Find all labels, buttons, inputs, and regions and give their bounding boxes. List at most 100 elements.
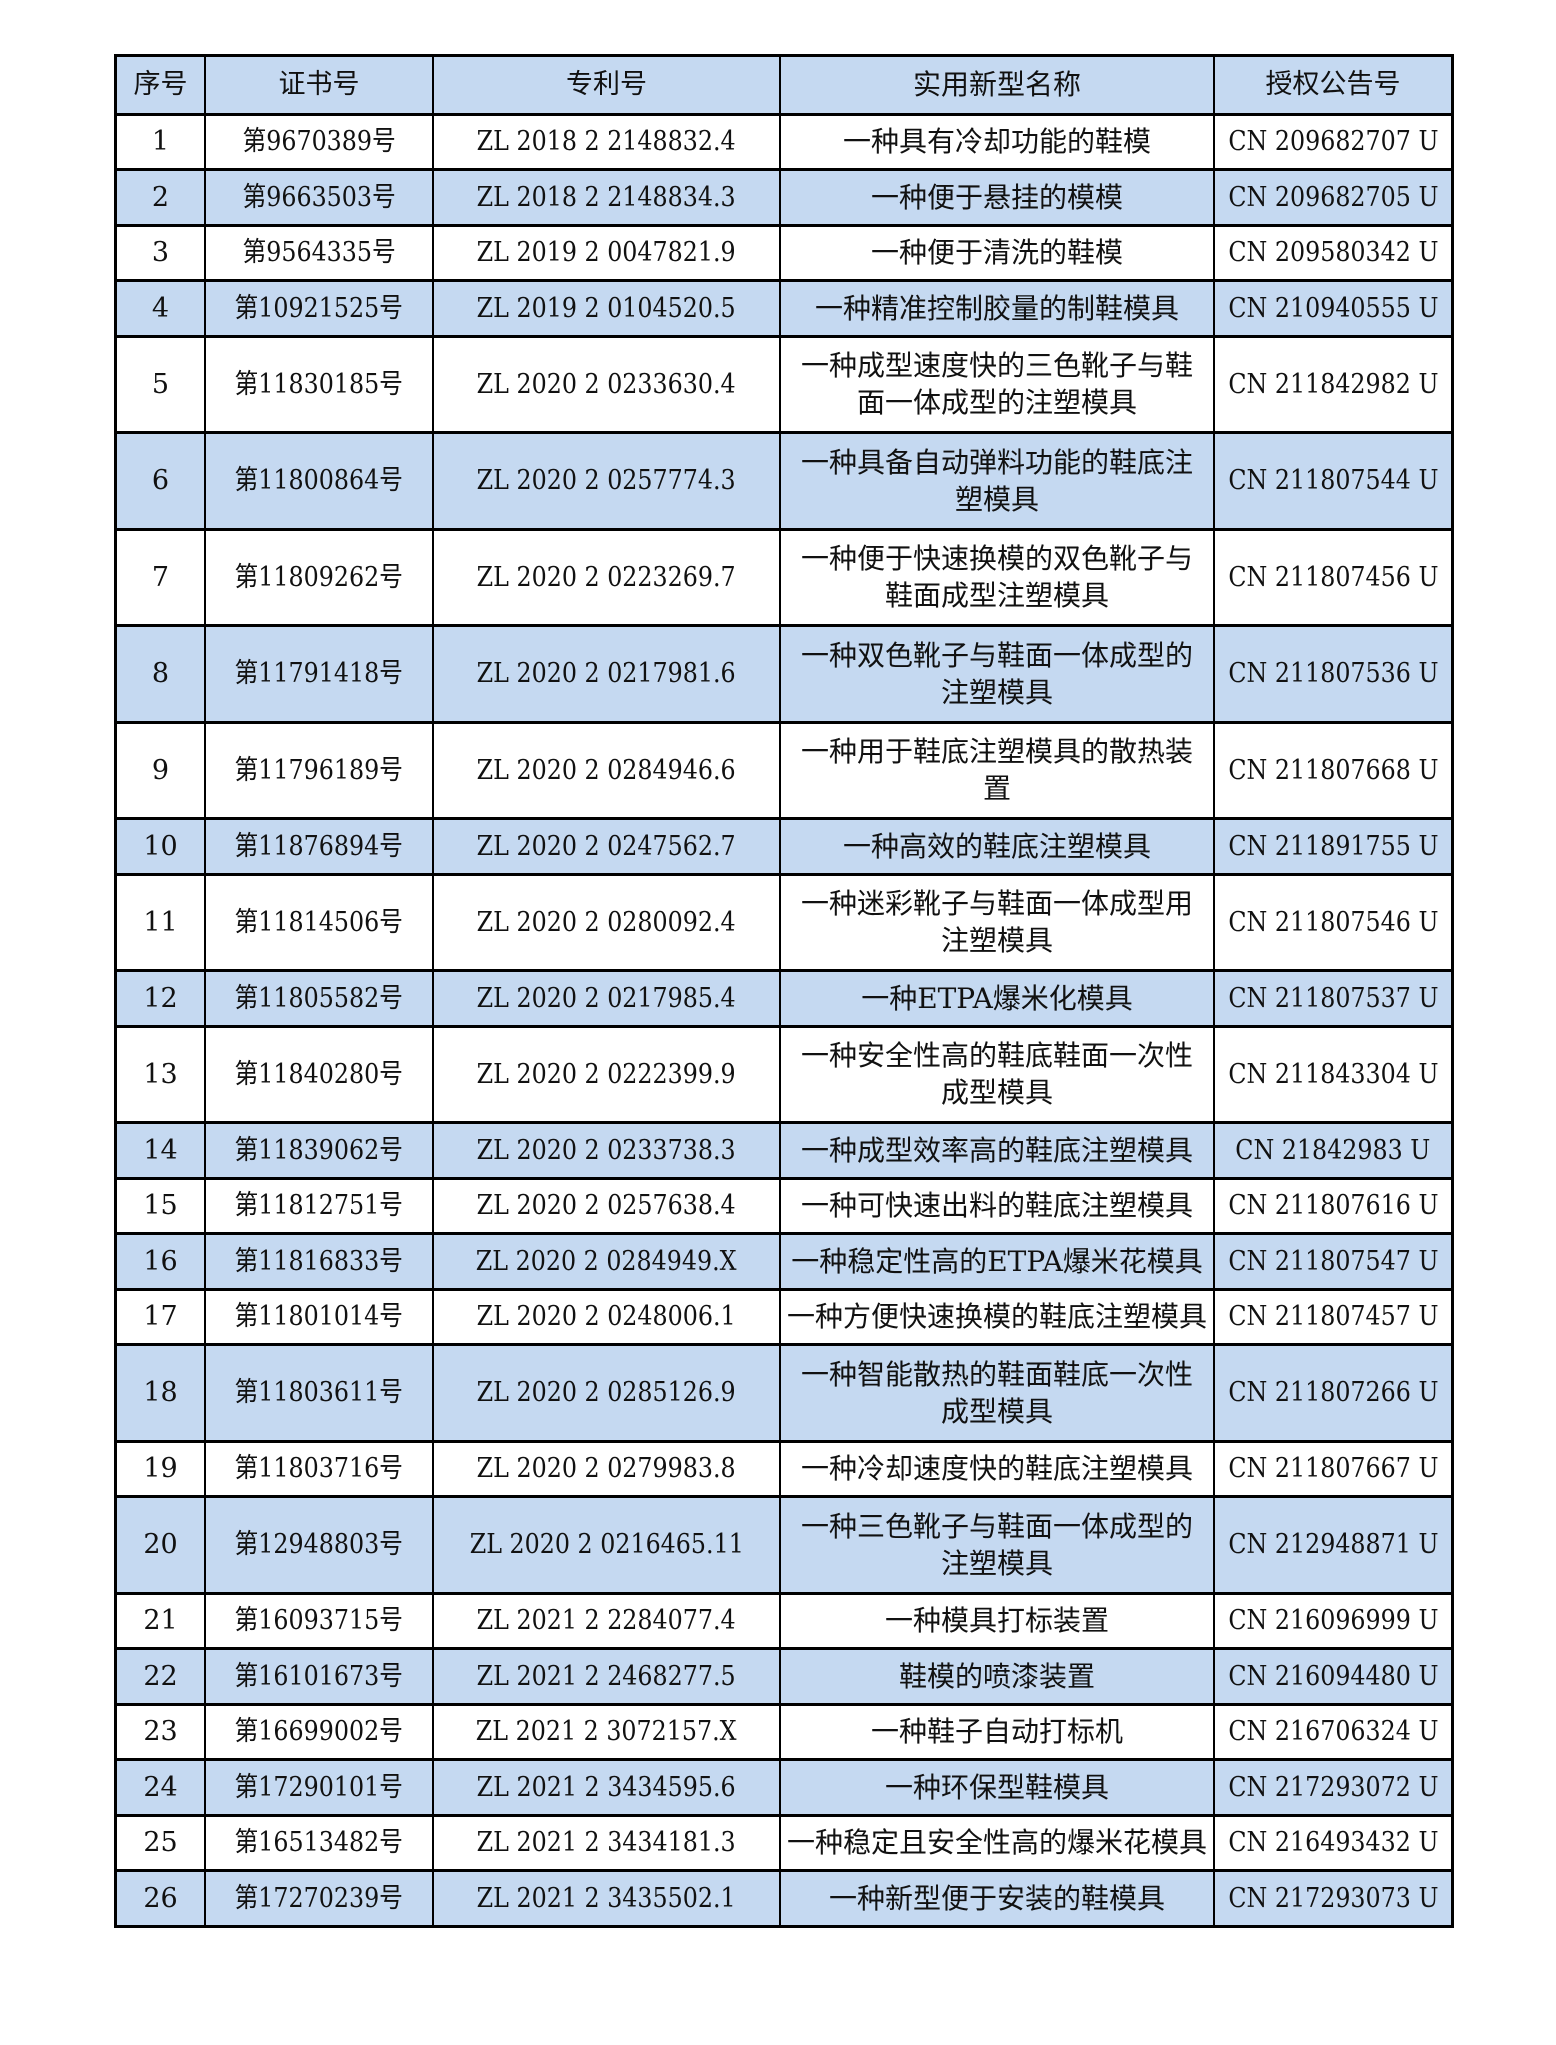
cell-text: CN 211843304 U [1227, 1058, 1439, 1090]
index-cell: 9 [117, 724, 204, 818]
patent-number-cell: ZL 2021 2 2284077.4 [432, 1594, 779, 1647]
publication-number-cell: CN 211843304 U [1213, 1027, 1451, 1121]
publication-number-cell: CN 216493432 U [1213, 1816, 1451, 1869]
certificate-cell: 第11830185号 [204, 337, 432, 431]
name-cell: 一种环保型鞋模具 [779, 1761, 1213, 1814]
header-certificate: 证书号 [204, 57, 432, 113]
cell-text: 第9564335号 [242, 237, 396, 269]
index-cell: 15 [117, 1180, 204, 1233]
cell-text: CN 217293072 U [1227, 1771, 1439, 1803]
cell-text: CN 210940555 U [1227, 292, 1439, 324]
cell-text: 第11803716号 [234, 1453, 404, 1485]
cell-text: 6 [151, 465, 170, 497]
cell-text: ZL 2021 2 3072157.X [476, 1716, 737, 1748]
index-cell: 21 [117, 1595, 204, 1648]
cell-text: 26 [143, 1882, 178, 1914]
table-row: 25 第16513482号 ZL 2021 2 3434181.3 一种稳定且安全性高… [117, 1813, 1451, 1870]
cell-text: 第16101673号 [234, 1660, 404, 1692]
name-cell: 一种冷却速度快的鞋底注塑模具 [779, 1442, 1213, 1495]
cell-text: CN 211807616 U [1227, 1190, 1439, 1222]
cell-text: CN 216094480 U [1227, 1660, 1439, 1692]
table-row: 4 第10921525号 ZL 2019 2 0104520.5 一种精准控制胶量的制… [117, 279, 1451, 335]
publication-number-cell: CN 217293072 U [1213, 1761, 1451, 1814]
cell-text: ZL 2019 2 0047821.9 [476, 237, 737, 269]
cell-text: ZL 2020 2 0233630.4 [476, 368, 737, 400]
cell-text: 一种便于悬挂的模模 [870, 180, 1123, 214]
cell-text: 21 [143, 1605, 178, 1637]
cell-text: CN 211807457 U [1227, 1301, 1439, 1333]
certificate-cell: 第11796189号 [204, 723, 432, 817]
cell-text: ZL 2020 2 0257774.3 [476, 465, 737, 497]
cell-text: 一种成型效率高的鞋底注塑模具 [800, 1133, 1193, 1167]
index-cell: 8 [117, 627, 204, 721]
cell-text: CN 211807544 U [1227, 465, 1439, 497]
cell-text: 第10921525号 [234, 292, 404, 324]
table-row: 5 第11830185号 ZL 2020 2 0233630.4 一种成型速度快的三色… [117, 334, 1451, 431]
cell-text: 第12948803号 [234, 1529, 404, 1561]
index-cell: 7 [117, 531, 204, 625]
table-row: 12 第11805582号 ZL 2020 2 0217985.4 一种ETPA爆米化… [117, 969, 1451, 1025]
table-row: 24 第17290101号 ZL 2021 2 3434595.6 一种环保型鞋模具 C… [117, 1758, 1451, 1814]
certificate-cell: 第9564335号 [204, 226, 432, 279]
name-cell: 一种三色靴子与鞋面一体成型的注塑模具 [779, 1498, 1213, 1592]
cell-text: 23 [143, 1716, 178, 1748]
cell-text: ZL 2020 2 0247562.7 [476, 830, 737, 862]
cell-text: ZL 2020 2 0284949.X [476, 1245, 737, 1277]
cell-text: 18 [143, 1377, 178, 1409]
cell-text: 鞋模的喷漆装置 [898, 1659, 1095, 1693]
cell-text: 第17270239号 [234, 1882, 404, 1914]
patent-number-cell: ZL 2021 2 3435502.1 [432, 1872, 779, 1925]
publication-number-cell: CN 211842982 U [1213, 337, 1451, 431]
table-row: 13 第11840280号 ZL 2020 2 0222399.9 一种安全性高的鞋底… [117, 1024, 1451, 1121]
certificate-cell: 第11816833号 [204, 1235, 432, 1288]
table-row: 2 第9663503号 ZL 2018 2 2148834.3 一种便于悬挂的模模 CN… [117, 168, 1451, 224]
table-row: 22 第16101673号 ZL 2021 2 2468277.5 鞋模的喷漆装置 CN… [117, 1647, 1451, 1703]
cell-text: CN 211807547 U [1227, 1245, 1439, 1277]
cell-text: 12 [143, 982, 178, 1014]
cell-text: ZL 2020 2 0217981.6 [476, 658, 737, 690]
cell-text: ZL 2021 2 3435502.1 [476, 1882, 737, 1914]
cell-text: 22 [143, 1660, 178, 1692]
header-publication-number: 授权公告号 [1213, 57, 1451, 113]
publication-number-cell: CN 209682707 U [1213, 115, 1451, 168]
certificate-cell: 第11809262号 [204, 530, 432, 624]
publication-number-cell: CN 216096999 U [1213, 1594, 1451, 1647]
patent-number-cell: ZL 2020 2 0257638.4 [432, 1179, 779, 1232]
patent-table: 序号 证书号 专利号 实用新型名称 授权公告号 1 第9670389号 ZL 201… [114, 54, 1454, 1928]
cell-text: CN 216706324 U [1227, 1716, 1439, 1748]
cell-text: 第9670389号 [242, 126, 396, 158]
name-cell: 一种精准控制胶量的制鞋模具 [779, 282, 1213, 335]
index-cell: 12 [117, 972, 204, 1025]
cell-text: ZL 2020 2 0248006.1 [476, 1301, 737, 1333]
cell-text: CN 216096999 U [1227, 1605, 1439, 1637]
cell-text: 第11801014号 [234, 1301, 404, 1333]
patent-number-cell: ZL 2021 2 3434595.6 [432, 1761, 779, 1814]
certificate-cell: 第17270239号 [204, 1872, 432, 1925]
cell-text: CN 209682707 U [1227, 126, 1439, 158]
certificate-cell: 第11812751号 [204, 1179, 432, 1232]
publication-number-cell: CN 211807456 U [1213, 530, 1451, 624]
cell-text: 17 [143, 1301, 178, 1333]
certificate-cell: 第11839062号 [204, 1124, 432, 1177]
patent-number-cell: ZL 2020 2 0247562.7 [432, 820, 779, 873]
cell-text: 1 [151, 126, 170, 158]
name-cell: 一种成型速度快的三色靴子与鞋面一体成型的注塑模具 [779, 337, 1213, 431]
table-row: 21 第16093715号 ZL 2021 2 2284077.4 一种模具打标装置 C… [117, 1591, 1451, 1648]
cell-text: ZL 2021 2 3434595.6 [476, 1771, 737, 1803]
table-row: 15 第11812751号 ZL 2020 2 0257638.4 一种可快速出料的鞋… [117, 1176, 1451, 1233]
index-cell: 19 [117, 1443, 204, 1496]
certificate-cell: 第9670389号 [204, 115, 432, 168]
name-cell: 一种双色靴子与鞋面一体成型的注塑模具 [779, 627, 1213, 721]
name-cell: 一种可快速出料的鞋底注塑模具 [779, 1179, 1213, 1232]
header-patent-number: 专利号 [432, 57, 779, 113]
cell-text: 一种便于快速换模的双色靴子与鞋面成型注塑模具 [800, 542, 1193, 613]
certificate-cell: 第11803611号 [204, 1346, 432, 1440]
cell-text: ZL 2020 2 0223269.7 [476, 561, 737, 593]
certificate-cell: 第11801014号 [204, 1290, 432, 1343]
cell-text: 一种迷彩靴子与鞋面一体成型用注塑模具 [800, 887, 1193, 958]
table-row: 23 第16699002号 ZL 2021 2 3072157.X 一种鞋子自动打标机… [117, 1702, 1451, 1758]
cell-text: 第16513482号 [234, 1827, 404, 1859]
index-cell: 25 [117, 1817, 204, 1870]
name-cell: 一种方便快速换模的鞋底注塑模具 [779, 1290, 1213, 1343]
index-cell: 24 [117, 1761, 204, 1814]
